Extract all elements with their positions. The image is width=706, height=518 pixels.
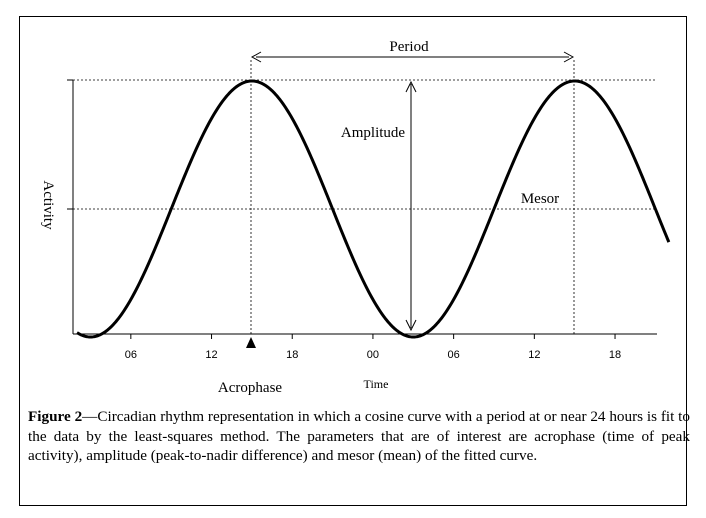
amplitude-label: Amplitude (341, 125, 406, 141)
x-tick-label: 18 (286, 349, 298, 361)
period-arrow-right-head (563, 51, 575, 63)
amplitude-arrow-top-head (405, 80, 417, 93)
y-axis-label: Activity (40, 180, 56, 230)
acrophase-label: Acrophase (218, 380, 282, 396)
cosine-curve (76, 79, 671, 339)
period-arrow-left-head (250, 51, 262, 63)
acrophase-marker (246, 337, 256, 348)
amplitude-arrow-bottom-head (405, 319, 417, 332)
mesor-label: Mesor (521, 191, 559, 207)
caption-label: Figure 2 (28, 408, 83, 425)
x-tick-label: 06 (125, 349, 137, 361)
x-tick-label: 12 (205, 349, 217, 361)
x-tick-label: 12 (528, 349, 540, 361)
x-tick-label: 06 (448, 349, 460, 361)
x-tick-labels: 06 12 18 00 06 12 18 (125, 334, 621, 361)
x-axis-label: Time (364, 377, 389, 391)
figure-caption: Figure 2—Circadian rhythm representation… (28, 407, 690, 466)
x-tick-label: 18 (609, 349, 621, 361)
x-tick-label: 00 (367, 349, 379, 361)
period-label: Period (389, 39, 429, 55)
caption-text: —Circadian rhythm representation in whic… (28, 408, 690, 464)
